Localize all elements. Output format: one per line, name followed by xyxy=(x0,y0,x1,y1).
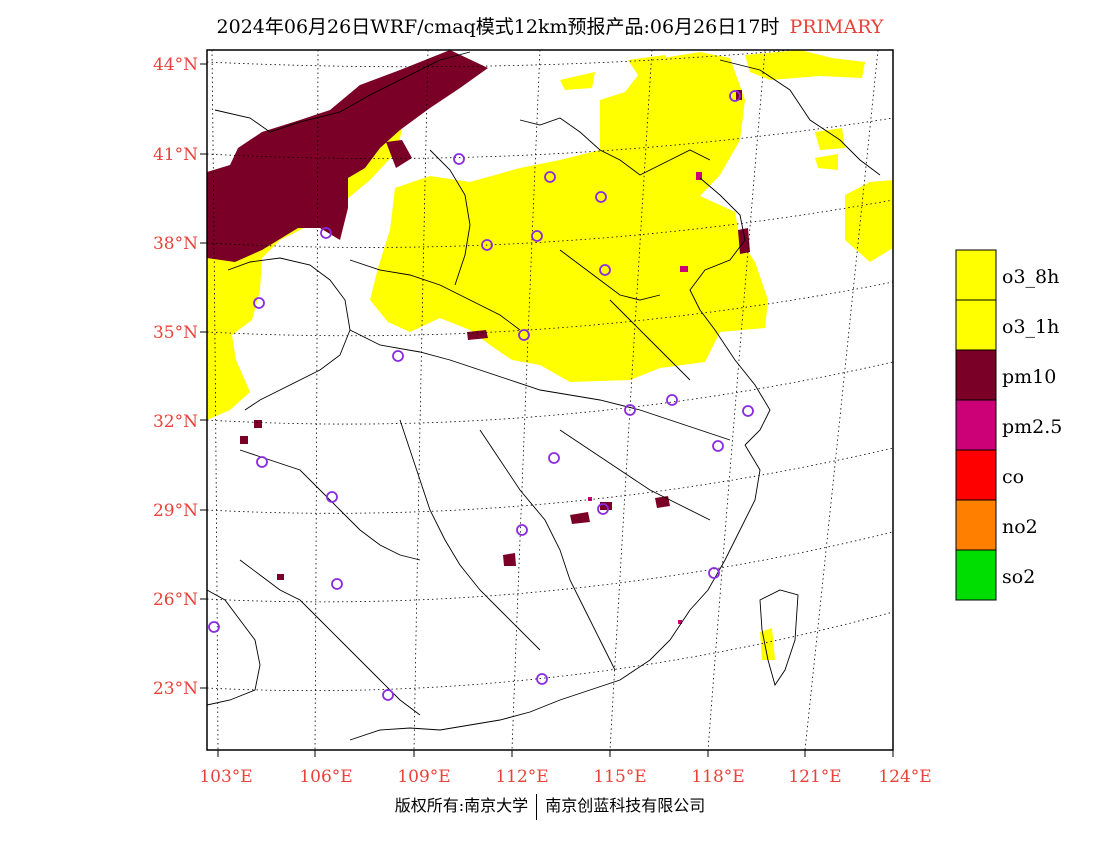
lon-label: 118°E xyxy=(691,767,744,787)
footer-separator xyxy=(536,793,538,820)
boundaries xyxy=(207,51,881,741)
lat-ticks xyxy=(200,63,207,689)
legend: o3_8h o3_1h pm10 pm2.5 co no2 so2 xyxy=(955,249,1062,601)
graticule xyxy=(207,50,893,750)
title-main: 2024年06月26日WRF/cmaq模式12km预报产品:06月26日17时 xyxy=(216,16,780,38)
title-tag: PRIMARY xyxy=(789,16,884,38)
stations xyxy=(208,90,754,701)
map-content xyxy=(207,50,893,750)
legend-item-o3-8h: o3_8h xyxy=(955,249,1059,301)
lat-labels: 44°N 41°N 38°N 35°N 32°N 29°N 26°N 23°N xyxy=(153,55,198,699)
legend-swatch xyxy=(955,349,997,401)
lat-label: 38°N xyxy=(153,234,198,254)
map-frame xyxy=(206,49,894,751)
map-title: 2024年06月26日WRF/cmaq模式12km预报产品:06月26日17时 P… xyxy=(0,12,1100,39)
lat-label: 29°N xyxy=(153,501,198,521)
lat-label: 26°N xyxy=(153,590,198,610)
legend-swatch xyxy=(955,249,997,301)
legend-label: no2 xyxy=(1002,516,1038,538)
legend-label: pm2.5 xyxy=(1002,416,1062,438)
legend-label: co xyxy=(1002,466,1024,488)
lon-label: 112°E xyxy=(495,767,548,787)
lon-label: 124°E xyxy=(878,767,931,787)
lon-label: 115°E xyxy=(593,767,646,787)
lon-label: 109°E xyxy=(397,767,450,787)
lat-label: 35°N xyxy=(153,323,198,343)
footer-right: 南京创蓝科技有限公司 xyxy=(545,796,706,815)
legend-item-pm25: pm2.5 xyxy=(955,399,1062,451)
lat-label: 23°N xyxy=(153,679,198,699)
lat-label: 44°N xyxy=(153,55,198,75)
legend-swatch xyxy=(955,449,997,501)
lat-label: 32°N xyxy=(153,412,198,432)
legend-item-so2: so2 xyxy=(955,549,1035,601)
legend-item-pm10: pm10 xyxy=(955,349,1056,401)
legend-label: o3_1h xyxy=(1002,316,1059,338)
legend-item-no2: no2 xyxy=(955,499,1038,551)
legend-swatch xyxy=(955,499,997,551)
pm25-spots xyxy=(588,172,702,624)
lat-label: 41°N xyxy=(153,145,198,165)
legend-label: pm10 xyxy=(1002,366,1056,388)
lon-labels: 103°E 106°E 109°E 112°E 115°E 118°E 121°… xyxy=(199,767,931,787)
legend-label: so2 xyxy=(1002,566,1035,588)
legend-label: o3_8h xyxy=(1002,266,1059,288)
lon-label: 106°E xyxy=(299,767,352,787)
footer-left: 版权所有:南京大学 xyxy=(394,796,529,815)
legend-swatch xyxy=(955,399,997,451)
legend-swatch xyxy=(955,549,997,601)
legend-item-co: co xyxy=(955,449,1024,501)
lon-label: 121°E xyxy=(788,767,841,787)
legend-swatch xyxy=(955,299,997,351)
lon-ticks xyxy=(217,750,894,757)
pm10-regions xyxy=(207,50,750,580)
copyright-footer: 版权所有:南京大学 南京创蓝科技有限公司 xyxy=(0,792,1100,820)
legend-item-o3-1h: o3_1h xyxy=(955,299,1059,351)
lon-label: 103°E xyxy=(199,767,252,787)
